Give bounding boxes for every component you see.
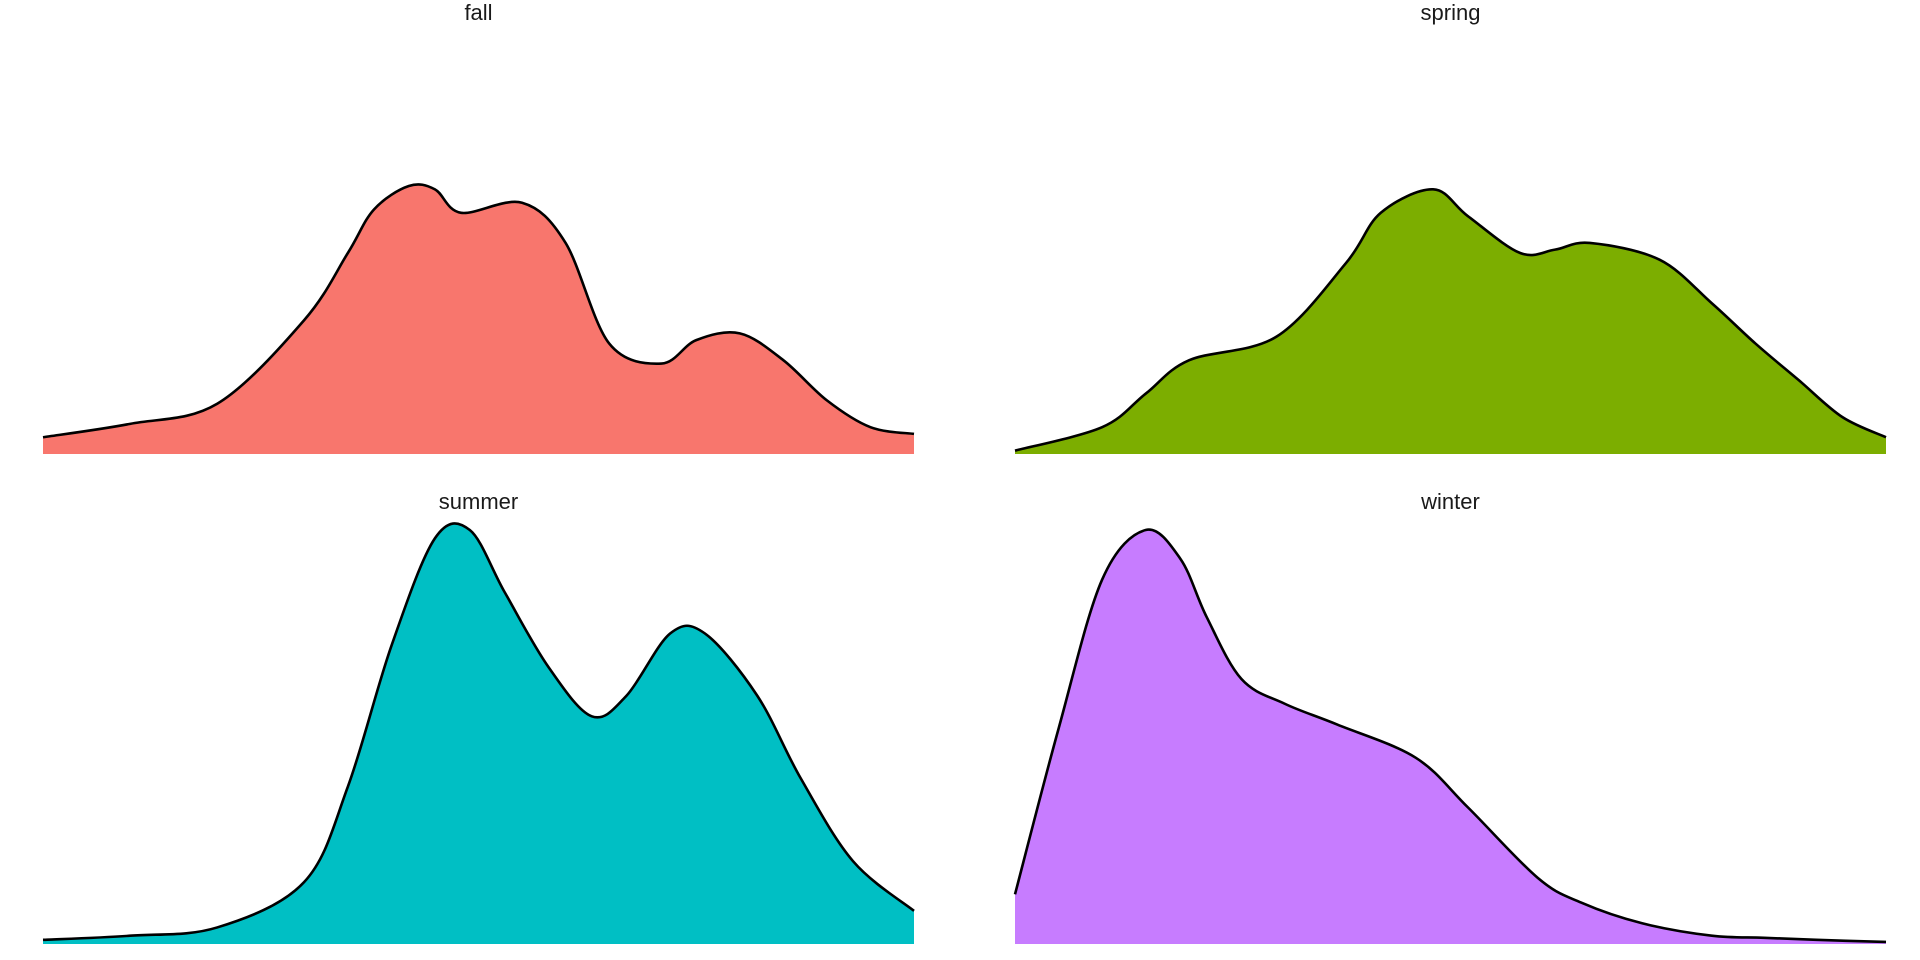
facet-panel-winter: winter: [1013, 489, 1887, 944]
density-area-summer: [43, 523, 914, 944]
panel-title-winter: winter: [1420, 489, 1480, 514]
panel-title-summer: summer: [439, 489, 518, 514]
density-curve-fall: [42, 183, 915, 439]
density-area-fall: [43, 184, 914, 454]
panel-title-fall: fall: [464, 0, 492, 25]
density-curve-summer: [42, 522, 915, 942]
facet-panel-summer: summer: [42, 489, 915, 944]
density-curve-spring: [1014, 188, 1887, 452]
panel-title-spring: spring: [1421, 0, 1481, 25]
density-curve-winter: [1013, 528, 1887, 944]
density-area-spring: [1015, 189, 1886, 454]
facet-panel-spring: spring: [1014, 0, 1887, 454]
facet-panel-fall: fall: [42, 0, 915, 454]
density-area-winter: [1015, 529, 1886, 944]
